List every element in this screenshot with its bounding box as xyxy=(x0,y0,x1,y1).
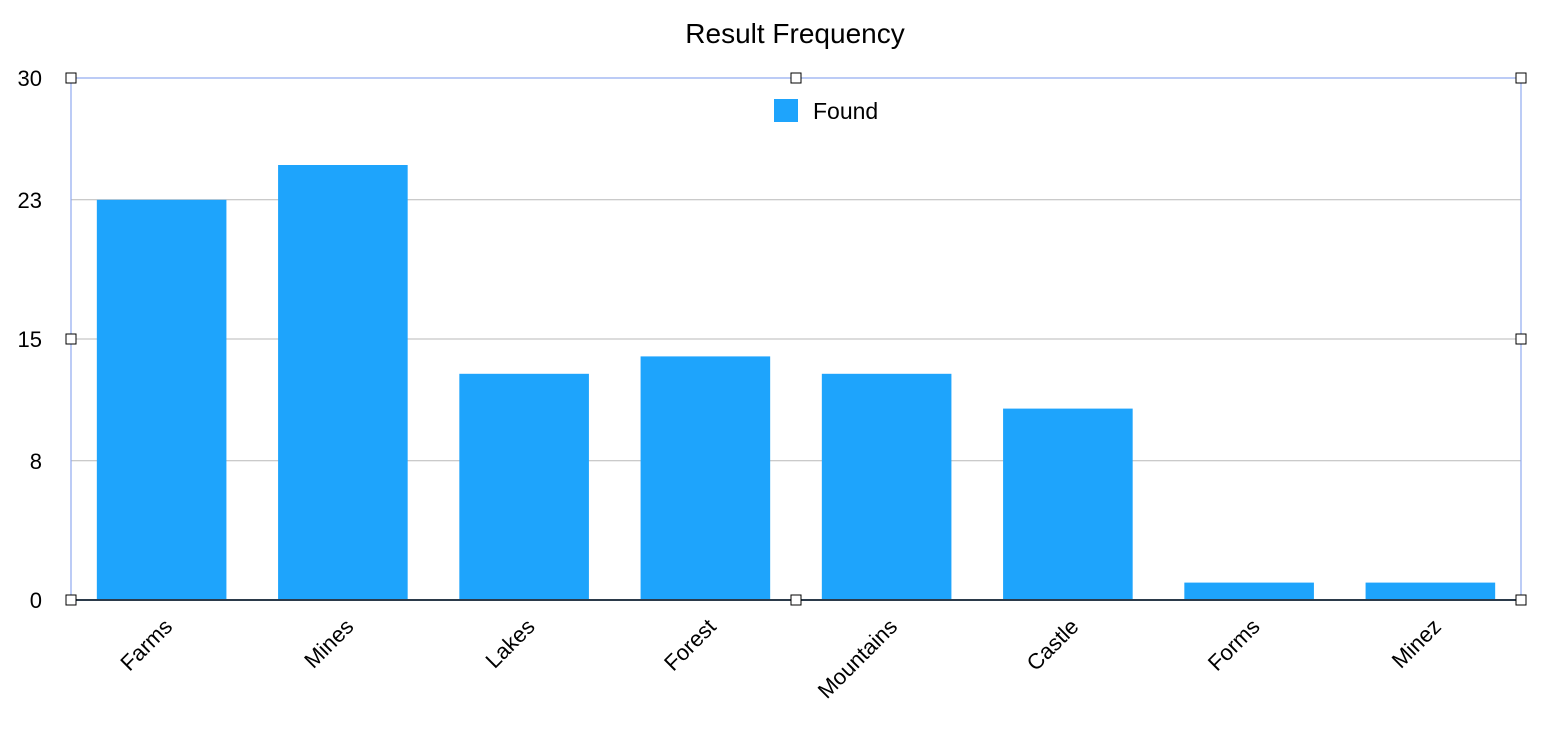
bars xyxy=(96,165,1496,601)
legend: Found xyxy=(774,98,878,124)
selection-handles[interactable] xyxy=(65,72,1527,606)
legend-label-found: Found xyxy=(813,98,878,124)
y-tick-label: 0 xyxy=(30,588,42,613)
x-tick-label: Mountains xyxy=(813,614,902,703)
bar-castle xyxy=(1003,408,1133,600)
x-axis-ticks: Farms Mines Lakes Forest Mountains Castle Form… xyxy=(115,614,1446,703)
legend-swatch-found xyxy=(774,99,798,122)
chart-title: Result Frequency xyxy=(685,18,904,49)
resize-handle[interactable] xyxy=(1515,594,1527,606)
x-tick-label: Lakes xyxy=(480,614,539,673)
bar-forms xyxy=(1184,582,1314,600)
resize-handle[interactable] xyxy=(790,72,802,84)
resize-handle[interactable] xyxy=(65,72,77,84)
resize-handle[interactable] xyxy=(1515,72,1527,84)
bar-minez xyxy=(1365,582,1496,600)
x-tick-label: Minez xyxy=(1387,614,1446,673)
y-tick-label: 30 xyxy=(18,66,42,91)
bar-mines xyxy=(278,165,408,600)
x-tick-label: Forms xyxy=(1203,614,1265,676)
bar-farms xyxy=(96,199,227,601)
y-tick-label: 23 xyxy=(18,188,42,213)
x-tick-label: Farms xyxy=(115,614,177,676)
x-tick-label: Mines xyxy=(299,614,358,673)
bar-lakes xyxy=(459,373,589,600)
resize-handle[interactable] xyxy=(65,333,77,345)
x-tick-label: Forest xyxy=(659,614,721,676)
resize-handle[interactable] xyxy=(1515,333,1527,345)
y-tick-label: 15 xyxy=(18,327,42,352)
bar-forest xyxy=(640,356,771,600)
resize-handle[interactable] xyxy=(65,594,77,606)
x-tick-label: Castle xyxy=(1022,614,1084,676)
resize-handle[interactable] xyxy=(790,594,802,606)
bar-mountains xyxy=(821,373,952,600)
y-tick-label: 8 xyxy=(30,449,42,474)
y-axis-ticks: 0 8 15 23 30 xyxy=(18,66,42,613)
